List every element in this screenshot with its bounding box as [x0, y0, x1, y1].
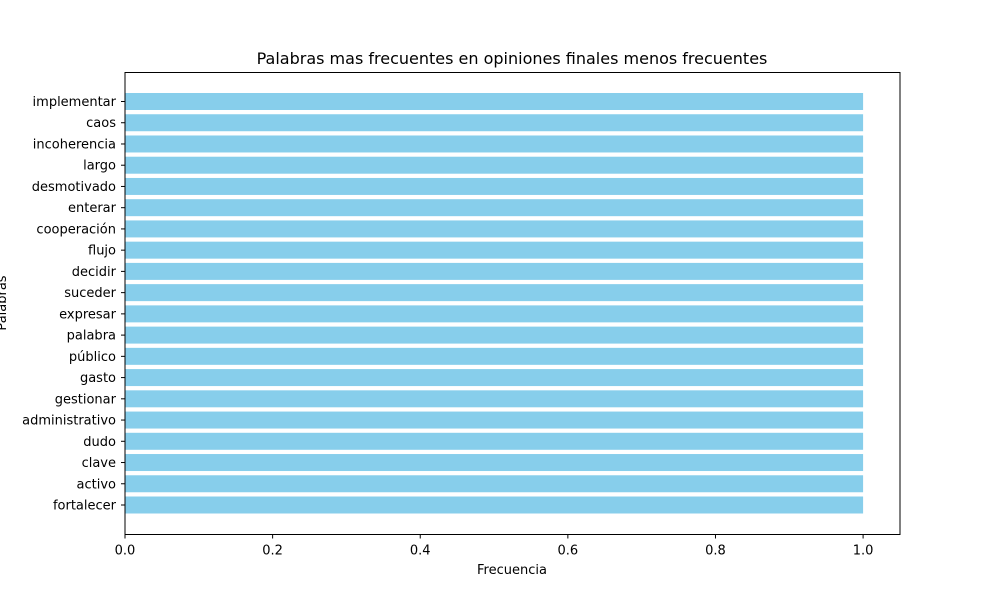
bar-cooperación [125, 220, 864, 238]
y-tick-label: clave [82, 456, 116, 471]
bar-dudo [125, 432, 864, 450]
x-tick-label: 0.8 [705, 544, 726, 559]
y-tick-label: gestionar [55, 392, 117, 407]
y-tick-label: desmotivado [32, 180, 116, 195]
y-tick-label: cooperación [36, 222, 116, 237]
x-tick-label: 0.0 [115, 544, 136, 559]
plot-frame [124, 72, 901, 535]
bars-group [125, 93, 864, 514]
x-tick-label: 0.6 [558, 544, 579, 559]
y-tick-label: administrativo [22, 414, 116, 429]
y-tick-label: decidir [72, 265, 117, 280]
bar-público [125, 347, 864, 365]
y-tick-label: enterar [68, 201, 117, 216]
bar-administrativo [125, 411, 864, 429]
x-tick-label: 0.4 [410, 544, 431, 559]
bar-palabra [125, 326, 864, 344]
y-tick-label: expresar [59, 307, 117, 322]
bar-gestionar [125, 390, 864, 408]
y-tick-label: activo [77, 477, 117, 492]
x-tick-label: 0.2 [262, 544, 283, 559]
y-tick-label: caos [86, 116, 116, 131]
x-axis-label: Frecuencia [477, 563, 547, 578]
x-axis-ticks: 0.0 0.2 0.4 0.6 0.8 1.0 [115, 534, 874, 559]
y-tick-label: largo [83, 159, 116, 174]
bar-clave [125, 454, 864, 472]
y-tick-label: flujo [88, 244, 116, 259]
bar-suceder [125, 284, 864, 302]
y-tick-label: palabra [67, 329, 116, 344]
bar-gasto [125, 369, 864, 387]
y-tick-label: suceder [64, 286, 116, 301]
y-tick-label: público [69, 350, 116, 365]
bar-activo [125, 475, 864, 493]
y-tick-label: implementar [33, 95, 117, 110]
chart-title: Palabras mas frecuentes en opiniones fin… [257, 49, 768, 68]
bar-incoherencia [125, 135, 864, 153]
x-tick-label: 1.0 [853, 544, 874, 559]
y-tick-label: dudo [83, 435, 116, 450]
bar-expresar [125, 305, 864, 323]
y-axis-label: Palabras [0, 275, 10, 330]
y-tick-label: fortalecer [53, 499, 117, 514]
bar-implementar [125, 93, 864, 110]
bar-largo [125, 156, 864, 174]
y-tick-label: incoherencia [33, 137, 116, 152]
bar-enterar [125, 199, 864, 217]
bar-decidir [125, 262, 864, 280]
y-axis-ticks: implementar caos incoherencia largo desmotiv… [22, 95, 125, 514]
y-tick-label: gasto [80, 371, 116, 386]
bar-caos [125, 114, 864, 132]
bar-flujo [125, 241, 864, 259]
bar-desmotivado [125, 177, 864, 195]
bar-fortalecer [125, 496, 864, 514]
